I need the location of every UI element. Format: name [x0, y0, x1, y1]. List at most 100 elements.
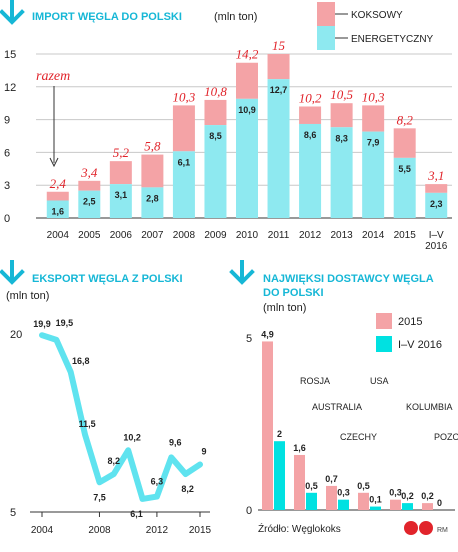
suppliers-category-label: POZOSTAŁI [434, 432, 458, 442]
import-bar-energetyczny-label: 2,3 [430, 199, 443, 209]
export-value-label: 10,2 [123, 432, 141, 442]
import-bar-koksowy [78, 180, 101, 191]
import-x-tick-label: 2004 [47, 230, 70, 241]
import-x-tick-label: 2014 [362, 230, 385, 241]
suppliers-bar-2015-label: 0,5 [357, 481, 370, 491]
source-text: Źródło: Węglokoks [258, 522, 341, 535]
import-bar-total-label: 3,1 [427, 168, 444, 183]
import-bar-koksowy [172, 105, 195, 152]
import-bar-energetyczny [425, 192, 448, 218]
cp-logo-circle-2 [419, 521, 433, 535]
export-x-tick-label: 2004 [31, 525, 54, 536]
import-bar-koksowy [362, 105, 385, 132]
import-bar-koksowy [109, 161, 132, 185]
suppliers-bar-2015 [294, 454, 305, 510]
suppliers-unit: (mln ton) [263, 302, 306, 314]
import-bar-koksowy [236, 62, 258, 99]
import-bar-koksowy [393, 128, 416, 158]
export-unit: (mln ton) [6, 290, 49, 302]
suppliers-bar-2016-label: 0,1 [369, 495, 382, 505]
import-y-ticks: 0 3 6 9 12 15 [4, 49, 16, 225]
import-bar-energetyczny [141, 187, 164, 218]
import-bar-energetyczny [299, 123, 322, 218]
suppliers-bar-2016 [274, 441, 285, 510]
export-value-label: 8,2 [181, 484, 194, 494]
suppliers-bars: 4,9 2 ROSJA 1,6 0,5 AUSTRALIA 0,7 0,3 CZECHY 0,5 0… [261, 329, 458, 510]
export-value-label: 7,5 [93, 492, 106, 502]
import-bar-total-label: 5,2 [113, 145, 130, 160]
import-x-tick-label: 2007 [141, 230, 164, 241]
suppliers-bar-2016 [370, 506, 381, 510]
suppliers-bar-2016 [338, 499, 349, 510]
import-bar-energetyczny-label: 8,6 [304, 130, 317, 140]
suppliers-y-tick-label: 5 [246, 333, 252, 345]
import-bar-energetyczny-label: 8,5 [209, 131, 222, 141]
import-bar-total-label: 10,8 [204, 84, 227, 99]
credit-text: RM [437, 527, 448, 534]
import-bar-energetyczny-label: 2,5 [83, 197, 96, 207]
import-x-tick-label: 2016 [425, 241, 448, 252]
suppliers-category-label: KOLUMBIA [406, 402, 453, 412]
legend-label-koksowy: KOKSOWY [351, 10, 403, 21]
export-value-label: 9,6 [169, 437, 182, 447]
import-bar-energetyczny [172, 151, 195, 218]
suppliers-bar-2016-label: 0,3 [337, 488, 350, 498]
import-x-tick-label: 2008 [173, 230, 196, 241]
import-x-tick-label: 2012 [299, 230, 322, 241]
suppliers-bar-2016 [402, 503, 413, 510]
suppliers-title-line1: NAJWIĘKSI DOSTAWCY WĘGLA [263, 273, 434, 285]
export-value-labels: 19,9 19,5 16,8 11,5 7,5 8,2 10,2 6,1 6,3 9,6 8,2 9 [33, 318, 206, 519]
cp-logo-circle-1 [404, 521, 418, 535]
import-bar-koksowy [204, 99, 227, 126]
import-x-tick-label: 2010 [236, 230, 259, 241]
import-bar-energetyczny [267, 79, 290, 218]
import-title: IMPORT WĘGLA DO POLSKI [32, 11, 182, 23]
import-unit: (mln ton) [214, 11, 257, 23]
export-y-tick-label: 5 [10, 507, 16, 519]
export-chart: EKSPORT WĘGLA Z POLSKI (mln ton) 5 20 200… [0, 260, 212, 536]
suppliers-arrow-icon [229, 260, 255, 285]
legend-label-energetyczny: ENERGETYCZNY [351, 34, 434, 45]
suppliers-category-label: CZECHY [340, 432, 377, 442]
suppliers-bar-2016 [306, 492, 317, 510]
legend-swatch-koksowy [317, 2, 335, 26]
import-x-tick-label: 2011 [268, 230, 290, 241]
legend-swatch-2016 [376, 336, 392, 352]
import-bar-total-label: 10,3 [173, 89, 196, 104]
import-x-tick-label: 2015 [394, 230, 417, 241]
import-x-tick-label: 2005 [78, 230, 101, 241]
import-bar-energetyczny-label: 5,5 [398, 164, 411, 174]
export-value-label: 9 [201, 447, 206, 457]
import-bar-energetyczny-label: 7,9 [367, 138, 380, 148]
suppliers-bar-2015-label: 0,2 [421, 491, 434, 501]
import-bar-total-label: 2,4 [50, 176, 67, 191]
suppliers-bar-2015-label: 4,9 [261, 329, 274, 339]
import-bar-koksowy [425, 184, 448, 193]
import-bar-total-label: 10,3 [362, 89, 385, 104]
import-bar-koksowy [46, 191, 69, 201]
import-x-tick-label: 2006 [110, 230, 133, 241]
suppliers-bar-2016-label: 0 [437, 498, 442, 508]
legend-swatch-energetyczny [317, 26, 335, 50]
export-x-tick-label: 2015 [189, 525, 212, 536]
export-value-label: 16,8 [72, 356, 90, 366]
import-bar-energetyczny [362, 131, 385, 218]
suppliers-bar-2015-label: 0,7 [325, 474, 338, 484]
import-x-tick-label: I–V [429, 230, 444, 241]
suppliers-bar-2015 [262, 341, 273, 510]
export-value-label: 19,5 [56, 318, 74, 328]
import-bar-energetyczny [236, 98, 258, 218]
suppliers-title-line2: DO POLSKI [263, 287, 324, 299]
import-x-ticks: 2004 2005 2006 2007 2008 2009 2010 2011 2012 2013… [47, 230, 448, 252]
import-bar-total-label: 5,8 [144, 139, 161, 154]
import-y-tick-label: 15 [4, 49, 16, 61]
export-y-tick-label: 20 [10, 329, 22, 341]
export-arrow-icon [0, 260, 25, 285]
import-bar-total-label: 10,2 [299, 90, 322, 105]
import-y-tick-label: 12 [4, 82, 16, 94]
import-bar-energetyczny-label: 12,7 [270, 85, 288, 95]
import-bar-energetyczny [78, 190, 101, 218]
import-bar-koksowy [267, 54, 290, 80]
legend-swatch-2015 [376, 313, 392, 329]
export-value-label: 19,9 [33, 319, 51, 329]
